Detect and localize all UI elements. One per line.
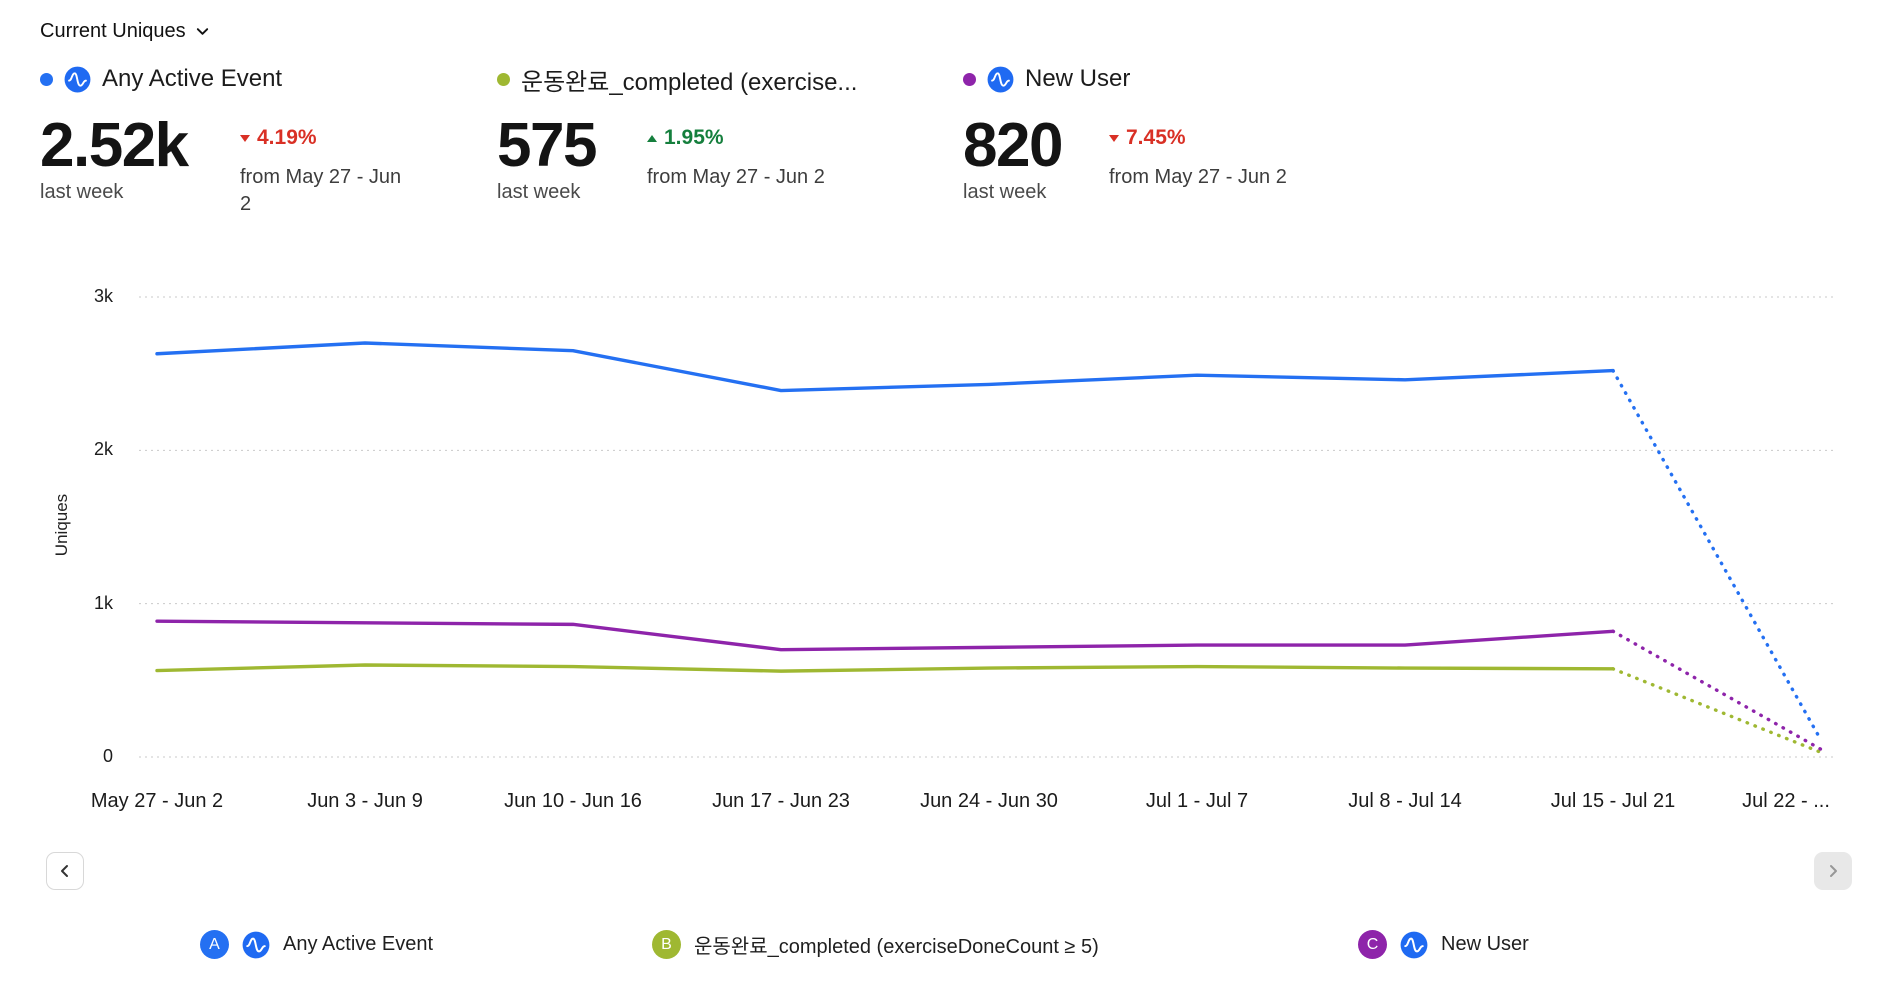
x-axis-labels: May 27 - Jun 2 Jun 3 - Jun 9 Jun 10 - Jun … [0,790,1894,820]
change-arrow-icon [1109,134,1119,142]
change-arrow-icon [647,134,657,142]
series-change: 4.19% [240,126,412,150]
series-value: 575 [497,111,597,180]
chevron-right-icon [1830,865,1837,877]
legend-label: Any Active Event [283,933,434,955]
legend-badge: B [652,930,681,959]
series-compare-range: from May 27 - Jun 2 [647,166,825,188]
series-period: last week [40,181,124,204]
x-axis-tick-label: Jun 10 - Jun 16 [504,790,642,812]
series-color-dot [963,72,976,86]
change-arrow-icon [240,134,250,142]
series-value: 820 [963,111,1063,180]
series-name[interactable]: New User [1025,65,1131,92]
legend-item-any-active-event[interactable]: A Any Active Event [200,930,433,959]
x-axis-tick-label: Jun 3 - Jun 9 [307,790,423,812]
series-summary-any-active-event: Any Active Event 2.52k last week 4.19% f… [40,62,412,218]
chart-hover-area[interactable] [139,280,1839,770]
amplitude-logo-icon [64,66,91,92]
x-axis-tick-label: Jul 8 - Jul 14 [1348,790,1462,812]
series-summary-new-user: New User 820 last week 7.45% from May 27… [963,62,1287,204]
metric-selector-dropdown[interactable]: Current Uniques [40,20,210,43]
series-summary-exercise-completed: 운동완료_completed (exercise... 575 last wee… [497,62,857,204]
legend-label: 운동완료_completed (exerciseDoneCount ≥ 5) [694,936,1099,958]
legend-label: New User [1441,933,1529,955]
series-change: 7.45% [1109,126,1287,150]
legend-badge: A [200,930,229,959]
chevron-down-icon [196,28,208,35]
y-axis-labels: 0 1k 2k 3k [58,0,113,1000]
series-compare-range: from May 27 - Jun 2 [1109,166,1287,188]
chevron-left-icon [61,865,68,877]
x-axis-tick-label: Jun 17 - Jun 23 [712,790,850,812]
legend-item-exercise-completed[interactable]: B 운동완료_completed (exerciseDoneCount ≥ 5) [652,930,1099,959]
series-name[interactable]: Any Active Event [102,65,283,92]
series-color-dot [40,72,53,86]
y-axis-tick-label: 1k [93,592,113,613]
x-axis-tick-label: Jul 22 - ... [1742,790,1830,812]
legend-item-new-user[interactable]: C New User [1358,930,1529,959]
y-axis-tick-label: 0 [102,746,113,766]
x-axis-tick-label: Jun 24 - Jun 30 [920,790,1058,812]
amplitude-logo-icon [987,66,1014,92]
series-period: last week [497,181,581,204]
x-axis-tick-label: Jul 15 - Jul 21 [1550,790,1676,812]
x-axis-tick-label: May 27 - Jun 2 [90,790,224,812]
next-page-button[interactable] [1814,852,1852,890]
x-axis-tick-label: Jul 1 - Jul 7 [1145,790,1249,812]
series-value: 2.52k [40,111,189,180]
amplitude-logo-icon [242,931,270,958]
metric-selector-label: Current Uniques [40,20,186,42]
y-axis-tick-label: 2k [93,439,113,460]
amplitude-logo-icon [1400,931,1428,958]
legend-badge: C [1358,930,1387,959]
series-period: last week [963,181,1047,204]
series-color-dot [497,72,510,86]
series-change: 1.95% [647,126,825,150]
series-name[interactable]: 운동완료_completed (exercise... [521,68,858,96]
series-compare-range: from May 27 - Jun 2 [240,166,402,215]
y-axis-tick-label: 3k [93,286,113,306]
prev-page-button[interactable] [46,852,84,890]
